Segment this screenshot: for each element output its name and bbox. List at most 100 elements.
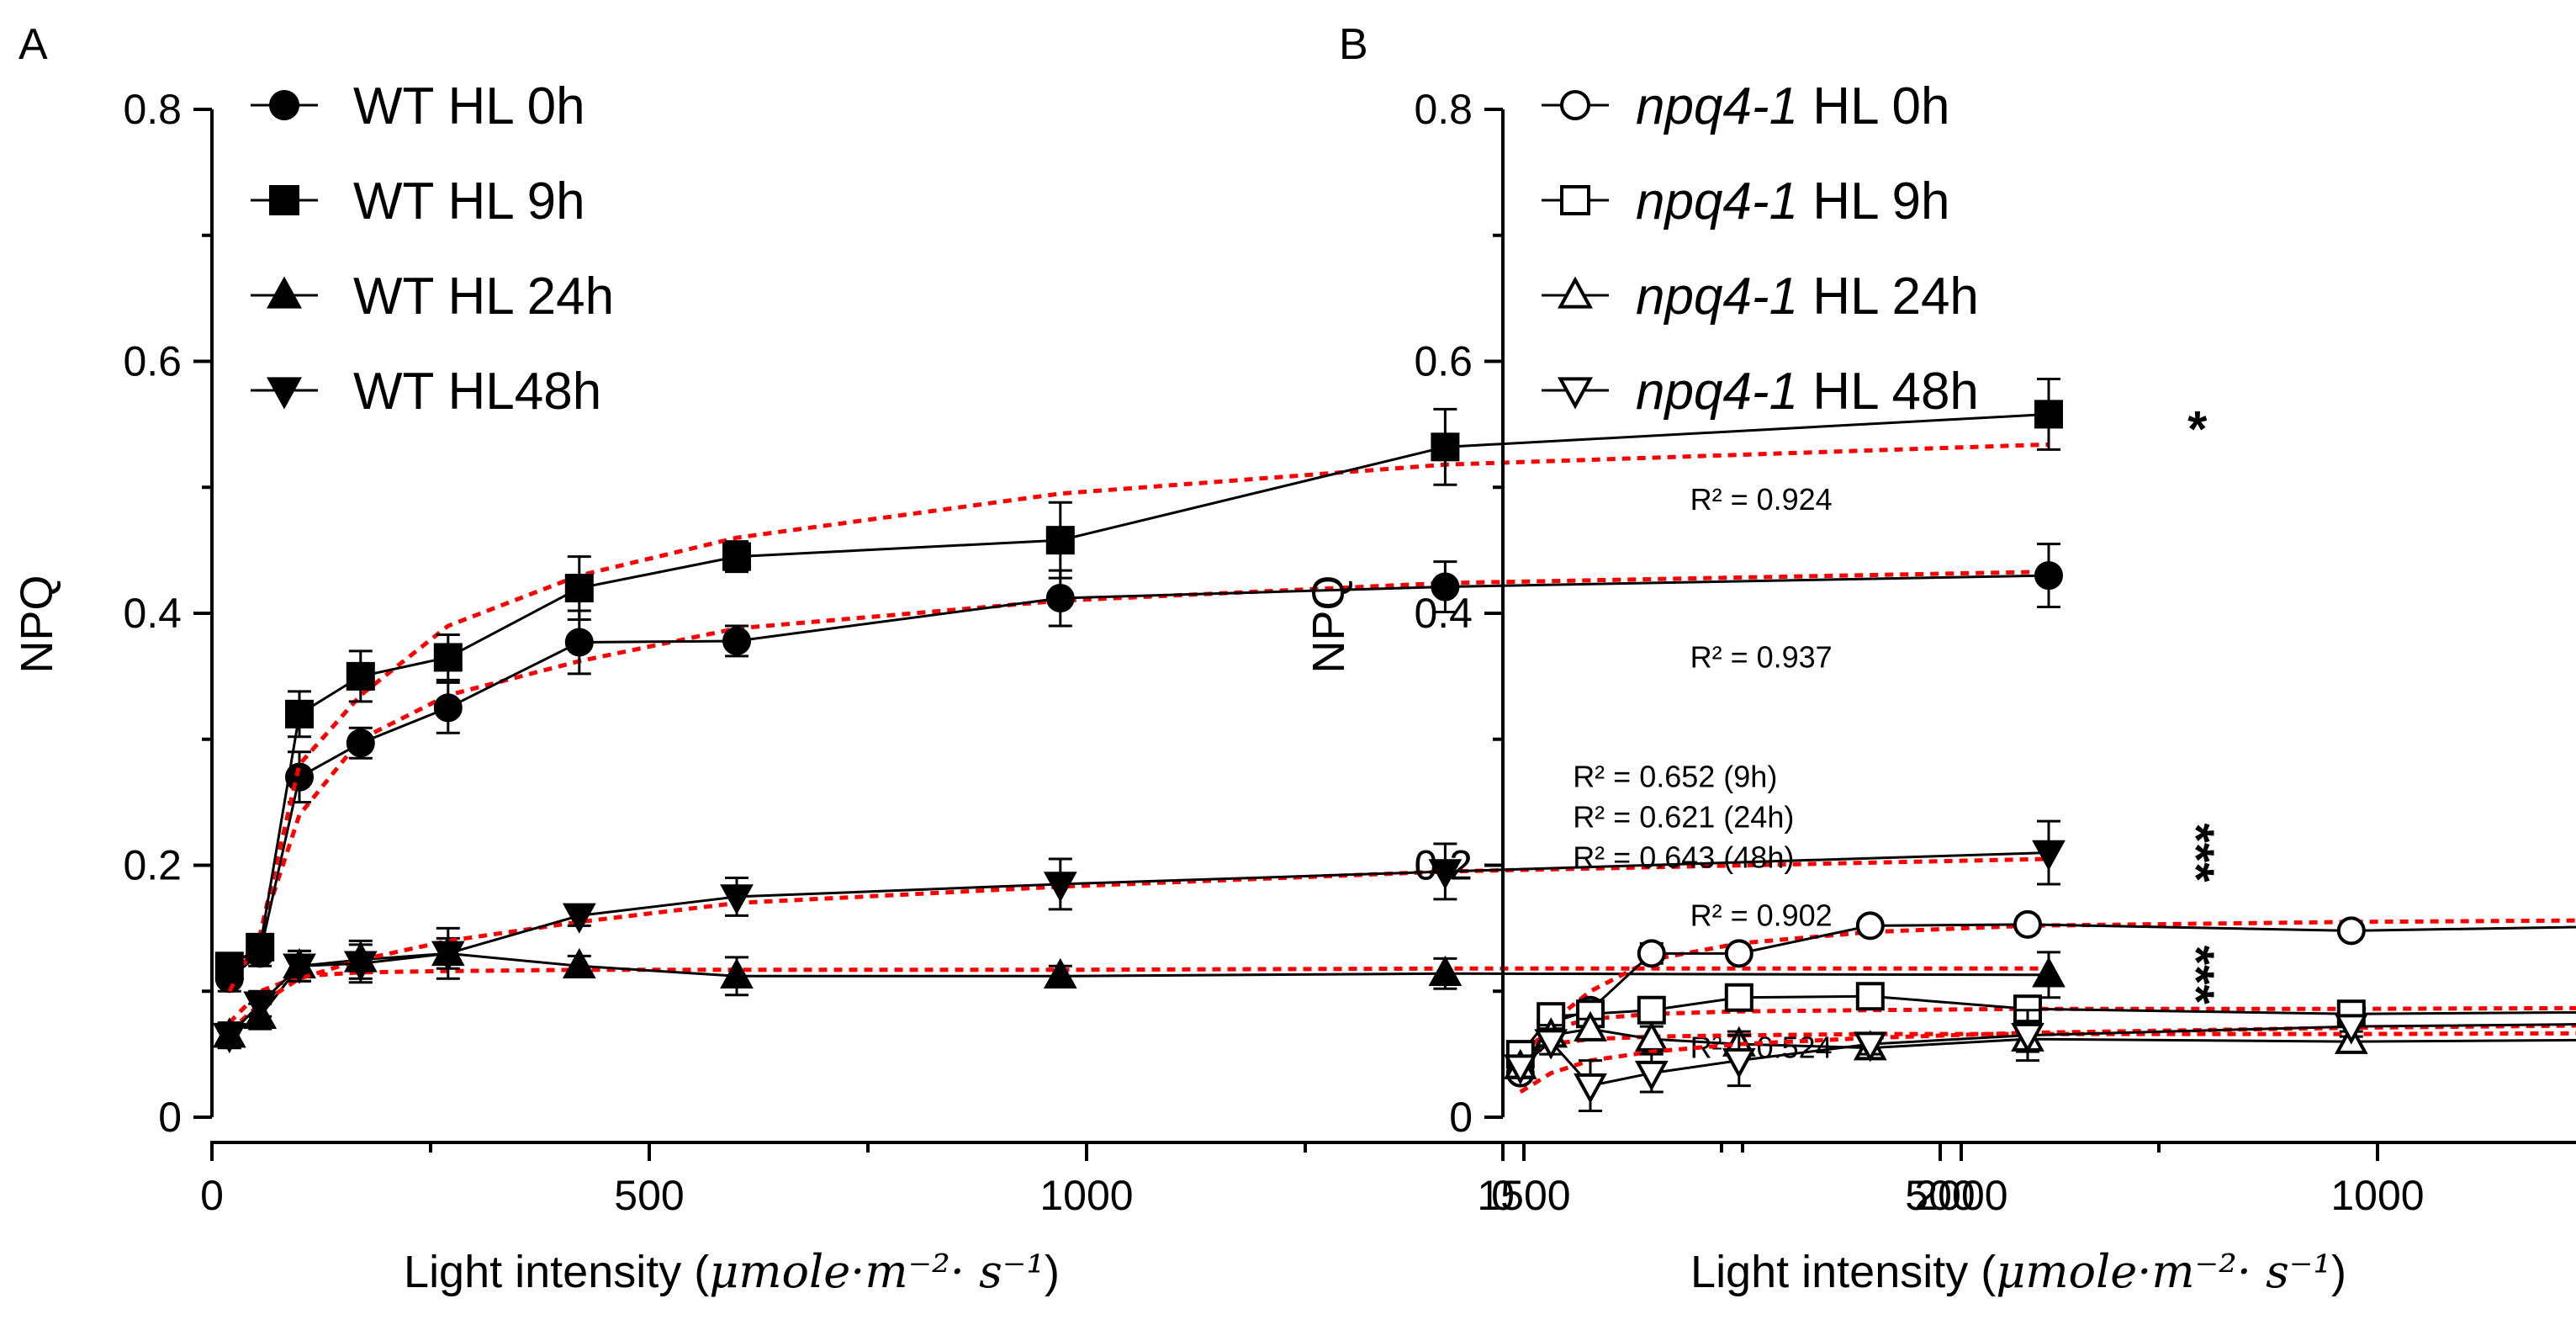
x-axis-title-prefix: Light intensity ( <box>404 1247 709 1297</box>
y-tick-label: 0.6 <box>1414 338 1473 385</box>
data-line <box>1519 994 2576 1056</box>
data-point <box>1724 983 1753 1012</box>
series-3 <box>1503 1010 2576 1079</box>
data-point <box>2011 1022 2044 1054</box>
data-point <box>1045 584 1075 613</box>
data-line <box>1519 1027 2576 1068</box>
data-point <box>1637 995 1666 1025</box>
legend-label: WT HL 0h <box>353 77 585 135</box>
legend-label-italic: npq4-1 <box>1636 77 1798 135</box>
data-point <box>720 957 754 989</box>
data-point <box>562 947 596 979</box>
x-tick-label: 500 <box>1905 1172 1975 1219</box>
panel-letter: B <box>1339 20 1368 69</box>
legend-entry: npq4-1 HL 9h <box>1542 172 1949 231</box>
data-point <box>1045 526 1075 555</box>
series-4 <box>212 819 2066 1054</box>
data-point <box>1043 872 1077 903</box>
legend-label-rest: HL 24h <box>1798 268 1979 326</box>
data-point <box>1428 859 1463 890</box>
series-1 <box>214 543 2063 994</box>
data-point <box>1431 572 1460 602</box>
fit-curve <box>1519 1023 2576 1094</box>
x-axis-title-unit: μmole·m⁻²· s⁻¹ <box>709 1245 1045 1298</box>
x-axis-title-suffix: ) <box>2331 1247 2346 1297</box>
legend-label-rest: HL 0h <box>1798 77 1949 135</box>
data-point <box>2032 957 2066 988</box>
y-tick-label: 0.2 <box>1414 842 1473 889</box>
x-tick-label: 1000 <box>2330 1172 2424 1219</box>
fit-curve <box>227 442 2050 993</box>
data-point <box>1724 939 1753 968</box>
x-axis-title: Light intensity (μmole·m⁻²· s⁻¹) <box>1690 1245 2346 1298</box>
x-axis-title-prefix: Light intensity ( <box>1690 1247 1996 1297</box>
legend-entry: npq4-1 HL 48h <box>1542 363 1979 421</box>
panel-a: A 0 0.2 0.4 0.6 0.8 0 500 1000 1500 2000 NPQ Light i… <box>12 20 2224 1298</box>
data-point <box>1503 1054 1537 1085</box>
legend-label-rest: HL 9h <box>1798 172 1949 231</box>
data-line <box>228 574 2050 980</box>
data-point <box>562 903 596 934</box>
series-2 <box>214 377 2063 993</box>
y-tick-label: 0 <box>158 1094 182 1141</box>
y-axis-title: NPQ <box>12 575 62 673</box>
data-point <box>1043 957 1077 989</box>
y-tick-label: 0.4 <box>1414 590 1473 637</box>
x-tick-label: 500 <box>614 1172 684 1219</box>
y-axis-title: NPQ <box>1304 575 1354 673</box>
legend-label-italic: npq4-1 <box>1636 268 1798 326</box>
legend-marker <box>1560 185 1590 215</box>
x-tick-label: 0 <box>200 1172 224 1219</box>
r2-annotation: R² = 0.652 (9h) <box>1573 760 1777 794</box>
data-point <box>2034 400 2063 429</box>
data-point <box>2013 909 2042 939</box>
r2-annotation: R² = 0.621 (24h) <box>1573 800 1794 835</box>
significance-marker: *** <box>2168 823 2224 882</box>
r2-annotation: R² = 0.902 <box>1690 898 1833 932</box>
legend-entry: npq4-1 HL 0h <box>1542 77 1949 135</box>
data-point <box>346 729 375 758</box>
fit-curve <box>1519 1031 2576 1063</box>
legend-marker <box>1560 90 1590 120</box>
data-point <box>431 941 465 972</box>
r2-annotation: R² = 0.643 (48h) <box>1573 840 1794 875</box>
y-tick-label: 0.6 <box>123 338 182 385</box>
data-line <box>229 412 2050 967</box>
y-tick-label: 0.4 <box>123 590 182 637</box>
y-tick-label: 0.8 <box>1414 86 1473 133</box>
legend-entry: WT HL 0h <box>251 77 585 135</box>
legend-label-rest: HL 48h <box>1798 363 1979 421</box>
legend-entry: WT HL 9h <box>251 172 585 231</box>
data-line <box>229 951 2050 1036</box>
x-tick-label: 2000 <box>1914 1172 2007 1219</box>
data-point <box>1574 1073 1607 1104</box>
legend-entry: npq4-1 HL 24h <box>1542 268 1979 326</box>
data-point <box>722 626 751 655</box>
legend-label: WT HL 9h <box>353 172 585 231</box>
legend-label: npq4-1 HL 48h <box>1636 363 1979 421</box>
legend-marker <box>269 185 299 215</box>
data-point <box>1722 1047 1756 1079</box>
panel-letter: A <box>19 20 48 69</box>
legend-marker <box>1558 377 1593 410</box>
r2-annotation: R² = 0.937 <box>1690 639 1833 674</box>
data-point <box>2032 840 2066 871</box>
data-point <box>1634 1060 1669 1091</box>
data-point <box>212 1022 246 1054</box>
legend-marker <box>269 90 299 120</box>
x-axis-title: Light intensity (μmole·m⁻²· s⁻¹) <box>404 1245 1060 1298</box>
fit-curve <box>1519 1005 2576 1057</box>
x-tick-label: 1500 <box>1477 1172 1570 1219</box>
data-point <box>1853 1031 1887 1063</box>
legend-entry: WT HL48h <box>251 363 601 421</box>
legend-label: WT HL 24h <box>353 268 614 326</box>
legend-label-italic: npq4-1 <box>1636 363 1798 421</box>
data-point <box>343 951 378 982</box>
legend-label: npq4-1 HL 0h <box>1636 77 1949 135</box>
data-point <box>346 661 375 691</box>
y-tick-label: 0 <box>1449 1094 1473 1141</box>
data-point <box>214 951 244 981</box>
y-tick-label: 0.8 <box>123 86 182 133</box>
